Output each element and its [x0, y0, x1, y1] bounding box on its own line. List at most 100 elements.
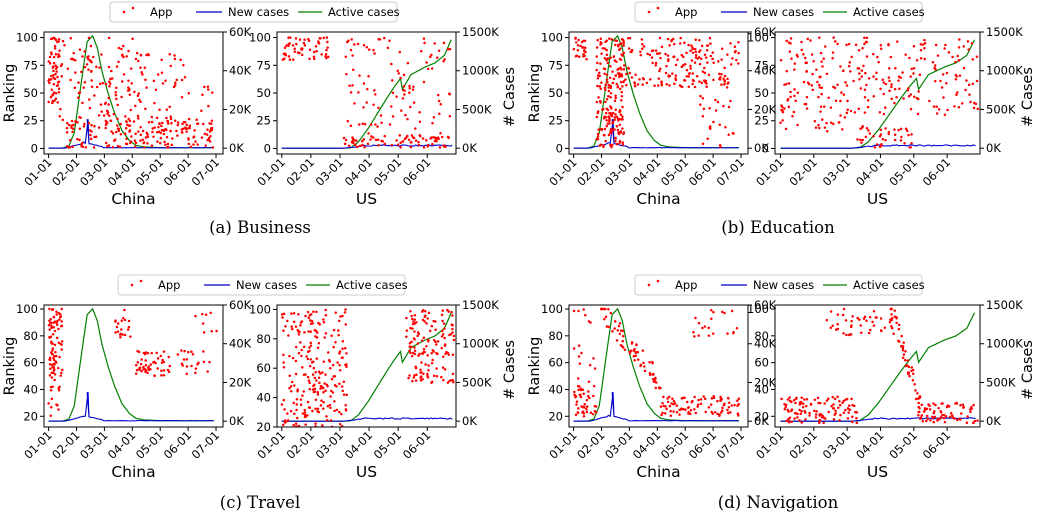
subfigure-caption: (c) Travel — [220, 493, 300, 512]
legend-app-marker — [647, 10, 651, 14]
app-rank-point — [54, 67, 58, 70]
y-right-tick-label: 1000K — [986, 64, 1023, 78]
app-rank-point — [839, 413, 842, 417]
app-rank-point — [836, 42, 839, 46]
app-rank-point — [139, 53, 143, 57]
app-rank-point — [721, 310, 724, 314]
app-rank-point — [107, 65, 111, 69]
app-rank-point — [349, 48, 353, 52]
region-label: China — [111, 190, 155, 208]
app-rank-point — [783, 403, 786, 406]
app-rank-point — [338, 363, 341, 367]
app-rank-point — [890, 97, 893, 101]
app-rank-point — [831, 324, 835, 328]
app-rank-point — [793, 417, 796, 420]
app-rank-point — [904, 53, 907, 56]
app-rank-point — [403, 93, 406, 96]
legend-app-label: App — [675, 278, 697, 292]
app-rank-point — [575, 400, 579, 403]
app-rank-point — [427, 311, 431, 315]
app-rank-point — [831, 51, 835, 54]
app-rank-point — [907, 133, 910, 137]
x-tick-label: 05-01 — [371, 428, 405, 462]
app-rank-point — [727, 105, 731, 109]
app-rank-point — [589, 411, 593, 415]
app-rank-point — [391, 115, 395, 118]
app-rank-point — [72, 51, 75, 55]
app-rank-point — [338, 410, 341, 414]
app-rank-point — [599, 43, 602, 46]
app-rank-point — [165, 108, 169, 111]
app-rank-point — [912, 95, 916, 99]
app-rank-point — [430, 67, 434, 70]
app-rank-point — [414, 365, 417, 368]
app-rank-point — [391, 91, 395, 95]
y-right-tick-label: 500K — [986, 375, 1016, 389]
app-rank-point — [841, 128, 844, 131]
app-rank-point — [345, 352, 348, 355]
app-rank-point — [80, 142, 83, 146]
app-rank-point — [437, 99, 441, 103]
app-rank-point — [383, 36, 386, 40]
app-rank-point — [120, 80, 124, 83]
app-rank-point — [668, 395, 671, 399]
y-left-tick-label: 100 — [541, 302, 563, 316]
app-rank-point — [104, 101, 107, 105]
app-rank-point — [910, 366, 914, 369]
app-rank-point — [443, 58, 446, 61]
region-label: China — [636, 463, 680, 481]
app-rank-point — [656, 52, 660, 55]
app-rank-point — [203, 132, 207, 136]
app-rank-point — [71, 127, 75, 131]
x-tick-label: 02-01 — [49, 428, 83, 462]
app-rank-point — [297, 313, 300, 316]
app-rank-point — [206, 370, 209, 373]
app-rank-point — [295, 345, 298, 349]
app-rank-point — [608, 37, 611, 40]
app-rank-point — [788, 50, 792, 53]
app-rank-point — [654, 386, 658, 390]
app-rank-point — [872, 324, 876, 327]
app-rank-point — [577, 355, 581, 358]
app-rank-point — [341, 389, 344, 393]
app-rank-point — [606, 108, 610, 112]
app-rank-point — [678, 413, 681, 416]
app-rank-point — [125, 137, 128, 141]
app-rank-point — [802, 402, 805, 406]
app-rank-point — [422, 347, 426, 351]
app-rank-point — [138, 367, 141, 370]
x-tick-label: 05-01 — [133, 428, 167, 462]
app-rank-point — [722, 77, 725, 81]
app-rank-point — [699, 402, 703, 406]
app-rank-point — [355, 145, 359, 149]
app-rank-point — [879, 87, 882, 91]
app-rank-point — [334, 311, 338, 314]
app-rank-point — [114, 90, 117, 94]
app-rank-point — [800, 40, 803, 44]
app-rank-point — [305, 355, 308, 358]
app-rank-point — [957, 58, 961, 62]
app-rank-point — [446, 135, 450, 139]
app-rank-point — [720, 73, 723, 76]
app-rank-point — [574, 395, 577, 399]
app-rank-point — [139, 362, 143, 366]
app-rank-point — [878, 110, 882, 114]
app-rank-point — [660, 413, 663, 417]
app-rank-point — [871, 320, 874, 324]
app-rank-point — [938, 417, 941, 421]
app-rank-point — [146, 135, 150, 139]
app-rank-point — [150, 144, 154, 147]
app-rank-point — [47, 402, 50, 405]
app-rank-point — [362, 82, 366, 85]
app-rank-point — [136, 361, 140, 364]
app-rank-point — [402, 73, 406, 77]
app-rank-point — [615, 339, 619, 342]
app-rank-point — [694, 38, 697, 41]
app-rank-point — [856, 138, 859, 141]
app-rank-point — [418, 120, 422, 123]
app-rank-point — [60, 75, 63, 78]
app-rank-point — [643, 369, 647, 373]
app-rank-point — [597, 96, 600, 99]
app-rank-point — [658, 36, 662, 40]
app-rank-point — [136, 114, 140, 118]
